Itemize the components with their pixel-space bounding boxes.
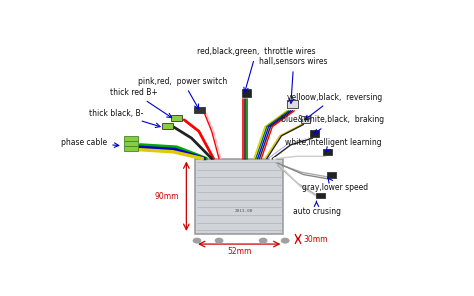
Text: red,black,green,  throttle wires: red,black,green, throttle wires (197, 47, 316, 92)
Circle shape (215, 238, 223, 243)
Bar (242, 89, 251, 97)
Text: 52mm: 52mm (227, 247, 251, 256)
Text: phase cable: phase cable (61, 138, 119, 147)
Text: thick red B+: thick red B+ (110, 88, 172, 118)
Bar (162, 123, 173, 129)
Text: 2013.08: 2013.08 (235, 209, 253, 213)
Text: thick black, B-: thick black, B- (89, 109, 160, 128)
Text: yelloow,black,  reversing: yelloow,black, reversing (287, 93, 382, 120)
Circle shape (259, 238, 267, 243)
Text: white,intelligent learning: white,intelligent learning (285, 138, 382, 152)
Text: 90mm: 90mm (154, 192, 179, 201)
Bar (195, 159, 283, 234)
Text: blue&white,black,  braking: blue&white,black, braking (282, 115, 384, 134)
Text: 30mm: 30mm (303, 235, 328, 244)
Bar (171, 115, 182, 121)
Bar (287, 100, 298, 108)
Text: pink,red,  power switch: pink,red, power switch (138, 77, 228, 109)
Bar (316, 193, 325, 199)
Bar (124, 146, 138, 151)
Circle shape (193, 238, 201, 243)
Bar (323, 149, 332, 155)
Bar (124, 141, 138, 146)
Bar (194, 107, 205, 113)
Bar (327, 172, 336, 178)
Bar (301, 116, 310, 123)
Text: gray,lower speed: gray,lower speed (301, 178, 368, 192)
Text: hall,sensors wires: hall,sensors wires (259, 57, 328, 103)
Bar (310, 130, 319, 137)
Text: auto crusing: auto crusing (292, 201, 340, 215)
Bar (124, 136, 138, 141)
Circle shape (282, 238, 289, 243)
